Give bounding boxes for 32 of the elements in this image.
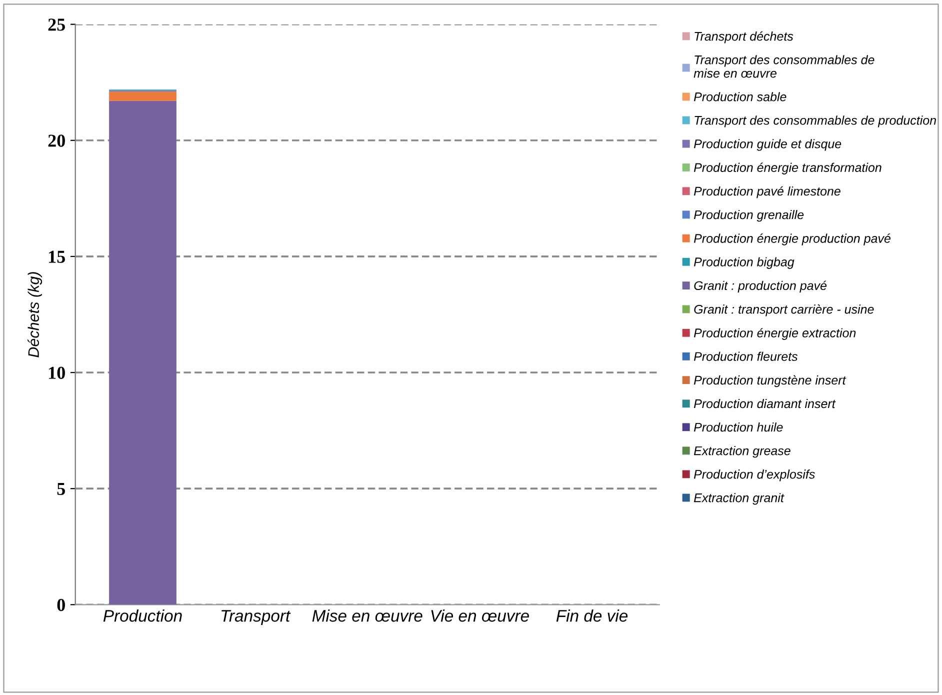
legend-label: Extraction grease: [694, 446, 790, 458]
legend-label: Production grenaille: [694, 210, 804, 222]
y-axis-title: Déchets (kg): [28, 272, 42, 358]
legend-label: Production pavé limestone: [694, 186, 840, 198]
legend-label: Production énergie transformation: [694, 162, 882, 174]
y-tick-label: 15: [49, 250, 65, 263]
legend-label: Production d’explosifs: [694, 470, 815, 482]
y-tick-label: 5: [57, 483, 65, 496]
x-tick-label: Vie en œuvre: [431, 610, 529, 622]
legend-label: Granit : transport carrière - usine: [694, 304, 874, 316]
x-tick-label: Transport: [222, 610, 291, 626]
legend-label: Production sable: [694, 92, 786, 102]
legend-label: Production guide et disque: [694, 139, 842, 151]
legend-label: Extraction granit: [694, 493, 784, 505]
x-tick-label: Mise en œuvre: [312, 610, 422, 622]
x-tick-label: Production: [103, 610, 182, 622]
legend-label: Production diamant insert: [694, 398, 836, 408]
legend-label: Production fleurets: [694, 352, 798, 361]
y-tick-label: 10: [49, 366, 65, 379]
legend-label: Production tungstène insert: [694, 375, 846, 388]
x-tick-label: Fin de vie: [556, 610, 628, 622]
legend-label: Transport des consommables de production: [694, 116, 936, 128]
legend-label: Production bigbag: [694, 257, 794, 269]
y-tick-label: 20: [48, 134, 65, 147]
y-tick-label: 25: [48, 18, 65, 31]
legend-label: Production huile: [694, 422, 783, 432]
legend-label: Transport déchets: [694, 31, 794, 44]
legend-label: Granit : production pavé: [694, 280, 827, 293]
legend-label: Transport des consommables de mise en œuvre: [694, 55, 874, 78]
y-tick-label: 0: [57, 598, 65, 612]
legend-label: Production énergie extraction: [694, 328, 856, 340]
legend-label: Production énergie production pavé: [694, 234, 890, 246]
